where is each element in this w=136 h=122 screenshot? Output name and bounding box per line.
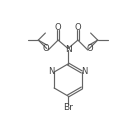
Text: O: O bbox=[75, 23, 81, 32]
Text: O: O bbox=[86, 44, 93, 53]
Text: Br: Br bbox=[63, 103, 73, 112]
Text: N: N bbox=[65, 45, 71, 54]
Text: N: N bbox=[48, 67, 55, 76]
Text: O: O bbox=[43, 44, 50, 53]
Text: N: N bbox=[81, 67, 88, 76]
Text: O: O bbox=[55, 23, 61, 32]
